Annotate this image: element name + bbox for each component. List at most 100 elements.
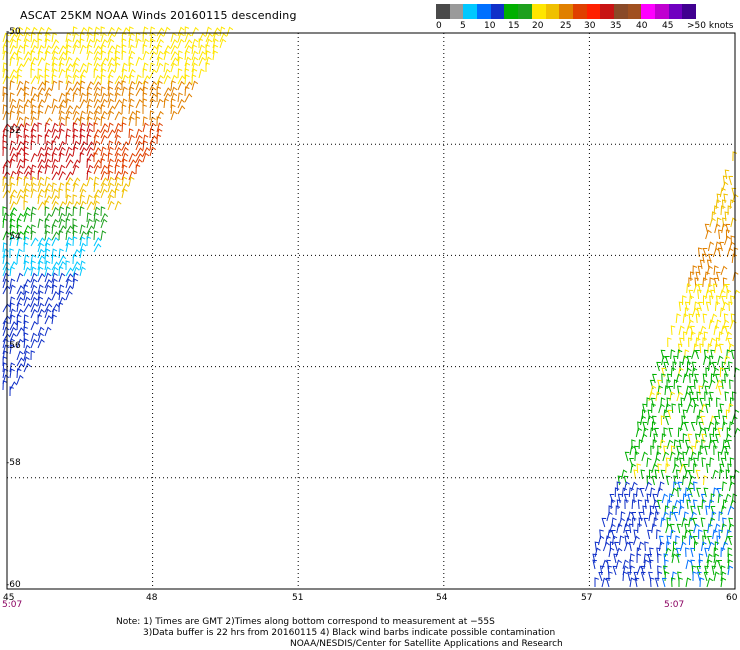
wind-barb xyxy=(731,391,737,402)
wind-barb xyxy=(605,577,611,588)
wind-barb xyxy=(602,541,610,552)
wind-barb xyxy=(703,475,709,486)
wind-barb xyxy=(51,39,60,49)
colorbar-label: 25 xyxy=(560,21,572,31)
wind-barb xyxy=(16,374,24,385)
wind-barb xyxy=(2,110,10,121)
wind-barb xyxy=(16,254,22,265)
wind-barb xyxy=(720,205,726,216)
colorbar-labels: 0 5 10 15 20 25 30 35 40 45 >50 knots xyxy=(430,21,740,33)
wind-barb xyxy=(633,535,640,546)
wind-barb xyxy=(128,128,134,139)
wind-barb xyxy=(671,571,677,582)
colorbar-segment xyxy=(518,4,532,19)
wind-barb xyxy=(700,415,706,426)
wind-barb xyxy=(719,187,726,198)
wind-barb xyxy=(696,571,702,582)
wind-barb xyxy=(678,505,685,516)
wind-barb xyxy=(51,278,58,289)
wind-barb xyxy=(728,301,733,312)
wind-barb xyxy=(23,314,29,325)
wind-barb xyxy=(9,56,16,67)
wind-barb xyxy=(30,308,38,319)
note-line-3: NOAA/NESDIS/Center for Satellite Applica… xyxy=(290,639,563,649)
wind-barb xyxy=(58,296,66,307)
wind-barb xyxy=(666,517,672,528)
wind-barb xyxy=(72,266,80,277)
wind-barb xyxy=(674,457,679,468)
wind-barb xyxy=(649,547,654,558)
wind-barb xyxy=(79,182,87,193)
wind-barb xyxy=(51,272,58,283)
wind-barb xyxy=(107,170,114,181)
wind-barb xyxy=(660,469,666,480)
wind-barb xyxy=(177,56,184,67)
wind-barb xyxy=(191,62,198,73)
wind-barb xyxy=(693,523,700,534)
wind-barb xyxy=(107,189,116,199)
wind-barb xyxy=(689,391,694,402)
wind-barb xyxy=(662,565,668,576)
wind-barb xyxy=(51,128,59,139)
wind-barb xyxy=(668,493,674,504)
wind-barb xyxy=(631,499,637,510)
wind-barb xyxy=(37,146,45,157)
wind-barb xyxy=(615,505,621,516)
wind-barb xyxy=(2,362,8,373)
wind-barb xyxy=(114,140,122,151)
wind-barb xyxy=(23,362,32,373)
wind-barb xyxy=(682,451,687,462)
wind-barb xyxy=(114,152,122,163)
wind-barb xyxy=(697,289,702,300)
wind-barb xyxy=(16,134,23,145)
wind-barb xyxy=(30,75,39,85)
wind-barb xyxy=(663,445,668,456)
wind-barb xyxy=(142,68,148,79)
wind-barb xyxy=(664,571,670,582)
wind-barb xyxy=(51,171,60,181)
wind-barb xyxy=(16,218,22,229)
wind-barb xyxy=(2,146,8,157)
wind-barb xyxy=(698,559,704,570)
wind-barb xyxy=(676,385,682,396)
wind-barb xyxy=(16,87,25,97)
wind-barb xyxy=(9,200,17,211)
wind-barb xyxy=(702,277,708,288)
wind-barb xyxy=(724,326,730,336)
wind-barb xyxy=(23,57,32,67)
wind-barb xyxy=(135,134,143,145)
wind-barb xyxy=(2,104,8,115)
wind-barb xyxy=(2,266,10,277)
wind-barb xyxy=(722,319,730,330)
wind-barb xyxy=(37,332,44,343)
wind-barb xyxy=(72,272,79,283)
wind-barb xyxy=(65,285,74,295)
wind-barb xyxy=(30,116,37,127)
wind-barb xyxy=(23,303,32,313)
wind-barb xyxy=(9,308,16,319)
wind-barb xyxy=(121,80,126,90)
wind-barbs-layer xyxy=(2,26,740,588)
wind-barb xyxy=(51,104,59,115)
wind-barb xyxy=(65,171,74,181)
wind-barb xyxy=(648,511,655,522)
colorbar-label: 30 xyxy=(584,21,596,31)
wind-barb xyxy=(622,571,628,582)
wind-barb xyxy=(701,379,709,390)
wind-barb xyxy=(30,164,37,175)
wind-barb xyxy=(114,170,122,181)
wind-barb xyxy=(23,338,29,349)
wind-barb xyxy=(704,385,710,396)
wind-barb xyxy=(44,128,52,139)
wind-barb xyxy=(58,62,65,73)
wind-barb xyxy=(149,69,158,79)
wind-barb xyxy=(713,277,719,288)
wind-barb xyxy=(623,523,630,534)
wind-barb xyxy=(724,235,731,246)
wind-barb xyxy=(37,81,46,91)
wind-barb xyxy=(634,577,640,588)
wind-barb xyxy=(700,517,706,528)
wind-barb xyxy=(184,26,190,37)
wind-barb xyxy=(65,146,73,157)
wind-barb xyxy=(679,337,684,348)
